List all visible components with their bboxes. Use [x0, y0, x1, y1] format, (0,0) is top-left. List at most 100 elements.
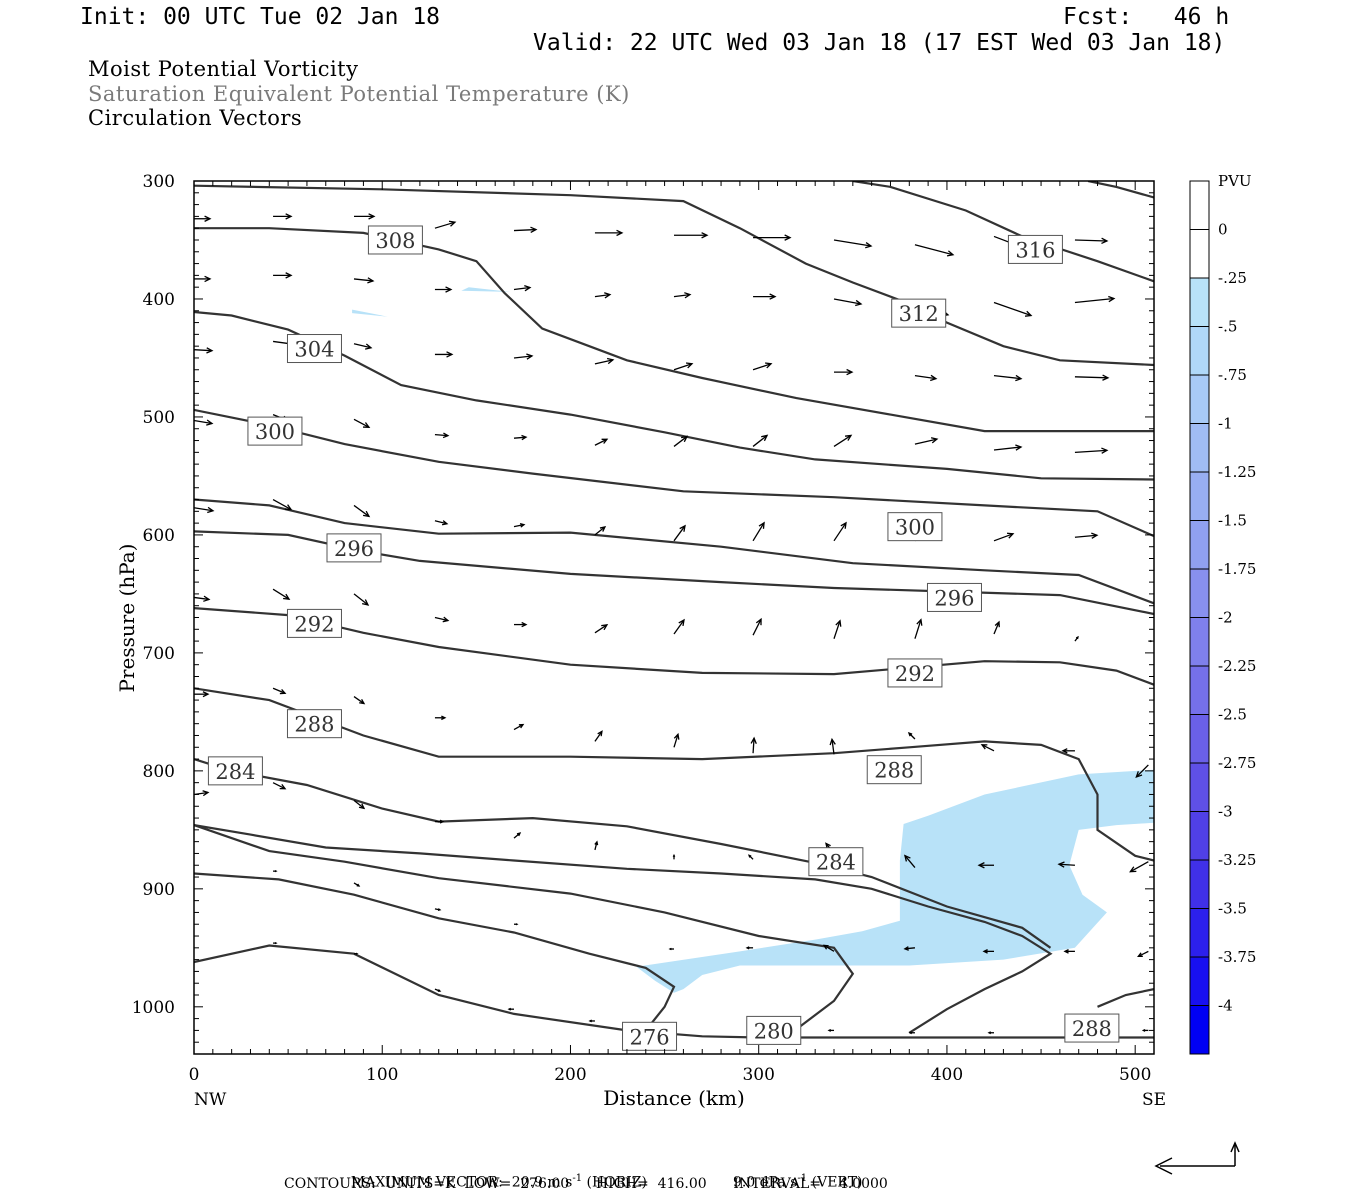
circulation-vector-44	[833, 434, 853, 447]
circulation-vector-55	[752, 521, 765, 542]
circulation-vector-27	[434, 351, 454, 358]
y-tick-600: 600	[143, 526, 175, 546]
max-vector-vert-exp: -1	[797, 1173, 808, 1184]
circulation-vector-108	[982, 949, 994, 954]
colorbar-label-16: -4	[1218, 997, 1233, 1015]
svg-text:292: 292	[895, 662, 935, 686]
thetae-contour-300-9	[194, 498, 1154, 605]
circulation-vector-13	[273, 272, 293, 279]
colorbar-swatch-15	[1190, 908, 1209, 958]
circulation-vector-8	[833, 239, 873, 249]
max-vector-vert: 9.0 dPa s	[732, 1174, 798, 1191]
circulation-vector-118	[827, 1028, 834, 1032]
circulation-vector-24	[193, 347, 214, 354]
x-tick-200: 200	[554, 1065, 586, 1085]
circulation-vector-76	[434, 715, 447, 721]
circulation-vector-15	[434, 286, 453, 293]
field-title-thetae: Saturation Equivalent Potential Temperat…	[88, 82, 630, 106]
x-tick-400: 400	[931, 1065, 963, 1085]
y-axis-label: Pressure (hPa)	[115, 544, 139, 693]
circulation-vector-28	[513, 353, 534, 360]
colorbar-units: PVU	[1218, 172, 1252, 190]
circulation-vector-102	[514, 923, 519, 926]
mpv-shading-0	[352, 309, 388, 317]
max-vector-label: MAXIMUM VECTOR:	[350, 1174, 503, 1191]
circulation-vector-56	[833, 521, 847, 542]
circulation-vector-97	[1057, 861, 1075, 868]
circulation-vector-38	[353, 418, 371, 429]
contour-info: CONTOURS: UNITS=K LOW= 276.00 HIGH= 416.…	[284, 1176, 888, 1192]
colorbar-label-5: -1.25	[1218, 463, 1256, 481]
x-tick-0: 0	[189, 1065, 200, 1085]
contour-label-296-3: 296	[326, 533, 382, 563]
circulation-vector-49	[272, 498, 293, 511]
circulation-vector-39	[434, 432, 450, 439]
circulation-vector-33	[914, 374, 938, 382]
thetae-contour-288-6	[1097, 988, 1154, 1008]
svg-text:304: 304	[294, 338, 334, 362]
circulation-vector-4	[513, 226, 538, 233]
circulation-vector-109	[1063, 949, 1075, 954]
contour-label-280-15: 280	[746, 1015, 802, 1045]
circulation-vector-9	[914, 244, 955, 257]
colorbar-swatch-8	[1190, 569, 1209, 618]
y-tick-500: 500	[143, 408, 175, 428]
circulation-vector-5	[594, 229, 624, 237]
colorbar-label-0: 0	[1218, 221, 1228, 239]
contour-label-300-9: 300	[887, 512, 943, 542]
circulation-vector-46	[993, 444, 1023, 451]
thetae-contour-312-13	[194, 184, 1154, 367]
mpv-shading-2	[636, 769, 1154, 993]
circulation-vector-59	[1074, 532, 1099, 539]
colorbar-swatch-9	[1190, 617, 1209, 667]
x-tick-100: 100	[366, 1065, 398, 1085]
colorbar-label-7: -1.75	[1218, 560, 1256, 578]
y-tick-900: 900	[143, 880, 175, 900]
init-time: Init: 00 UTC Tue 02 Jan 18	[80, 4, 441, 30]
thetae-contour-284-3	[194, 824, 1053, 1034]
circulation-vector-34	[993, 374, 1023, 382]
circulation-vector-106	[822, 944, 835, 952]
colorbar-swatch-4	[1190, 375, 1209, 424]
circulation-vector-93	[748, 854, 754, 860]
colorbar-swatch-13	[1190, 811, 1209, 861]
svg-text:316: 316	[1015, 238, 1055, 262]
colorbar-swatch-11	[1190, 714, 1209, 764]
circulation-vector-69	[914, 618, 923, 639]
colorbar-label-4: -1	[1218, 415, 1233, 433]
max-vector-line: MAXIMUM VECTOR: 20.9 m s-1 (HORIZ) 9.0 dP…	[342, 1157, 863, 1191]
circulation-vector-66	[673, 618, 685, 635]
circulation-vector-65	[594, 624, 609, 634]
circulation-vector-47	[1074, 447, 1109, 454]
max-vector-vert-tag: (VERT)	[811, 1174, 863, 1191]
circulation-vector-89	[434, 819, 445, 824]
circulation-vector-90	[513, 832, 522, 839]
x-end-label-se: SE	[1142, 1090, 1166, 1110]
circulation-vector-111	[273, 941, 278, 945]
svg-text:296: 296	[934, 586, 974, 610]
field-title-vectors: Circulation Vectors	[88, 106, 303, 130]
x-tick-500: 500	[1119, 1065, 1151, 1085]
circulation-vector-81	[829, 737, 836, 755]
circulation-vector-22	[993, 301, 1033, 317]
svg-text:292: 292	[294, 612, 334, 636]
colorbar-label-14: -3.5	[1218, 900, 1247, 918]
circulation-vector-71	[1074, 635, 1079, 642]
circulation-vector-68	[833, 619, 842, 639]
colorbar-swatch-16	[1190, 957, 1209, 1006]
max-vector-horiz-tag: (HORIZ)	[586, 1174, 647, 1191]
circulation-vector-36	[193, 419, 214, 426]
circulation-vector-23	[1074, 295, 1116, 304]
circulation-vector-19	[753, 293, 777, 300]
valid-time: Valid: 22 UTC Wed 03 Jan 18 (17 EST Wed …	[533, 30, 1226, 56]
forecast-hour: Fcst: 46 h	[1063, 4, 1230, 30]
circulation-vector-64	[514, 621, 528, 628]
circulation-vector-43	[752, 434, 769, 447]
circulation-vector-73	[194, 691, 210, 698]
svg-text:288: 288	[874, 759, 914, 783]
thetae-contour-280-1	[194, 872, 676, 1032]
circulation-vector-61	[272, 588, 291, 600]
thetae-contour-280-2	[194, 824, 855, 1031]
colorbar-label-1: -.25	[1218, 269, 1247, 287]
colorbar-label-6: -1.5	[1218, 512, 1247, 530]
